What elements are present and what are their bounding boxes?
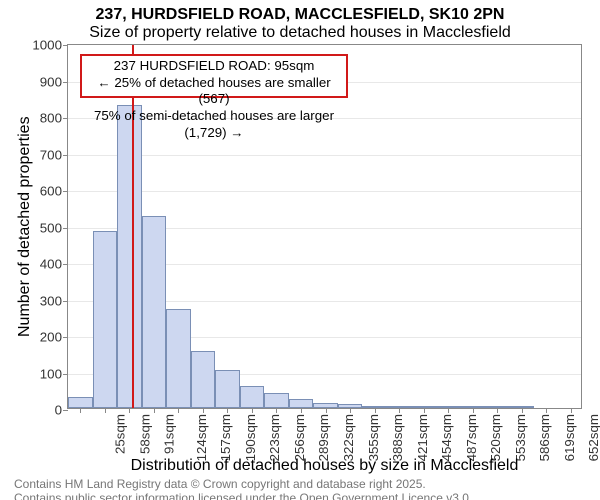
x-tick-label: 553sqm	[513, 414, 528, 461]
chart-title-line1: 237, HURDSFIELD ROAD, MACCLESFIELD, SK10…	[0, 6, 600, 24]
x-tick-mark	[497, 408, 498, 413]
y-tick-label: 500	[40, 220, 68, 235]
attribution-line1: Contains HM Land Registry data © Crown c…	[0, 477, 600, 491]
attribution-block: Contains HM Land Registry data © Crown c…	[0, 477, 600, 500]
x-tick-label: 355sqm	[365, 414, 380, 461]
y-tick-label: 600	[40, 184, 68, 199]
x-tick-mark	[546, 408, 547, 413]
marker-callout-box: 237 HURDSFIELD ROAD: 95sqm ← 25% of deta…	[80, 54, 348, 98]
x-tick-label: 454sqm	[439, 414, 454, 461]
x-tick-mark	[375, 408, 376, 413]
x-tick-mark	[276, 408, 277, 413]
x-tick-mark	[227, 408, 228, 413]
y-tick-label: 200	[40, 330, 68, 345]
grid-line	[68, 155, 581, 156]
y-axis-label: Number of detached properties	[16, 116, 34, 337]
histogram-bar	[215, 370, 240, 408]
x-tick-label: 256sqm	[292, 414, 307, 461]
callout-line2: ← 25% of detached houses are smaller (56…	[86, 75, 342, 108]
y-tick-label: 1000	[32, 38, 68, 53]
x-tick-mark	[424, 408, 425, 413]
x-tick-mark	[473, 408, 474, 413]
x-tick-mark	[448, 408, 449, 413]
histogram-bar	[264, 393, 289, 408]
x-tick-mark	[80, 408, 81, 413]
histogram-bar	[191, 351, 216, 408]
y-tick-label: 400	[40, 257, 68, 272]
x-axis-label: Distribution of detached houses by size …	[67, 457, 582, 475]
x-tick-mark	[129, 408, 130, 413]
x-tick-mark	[252, 408, 253, 413]
y-tick-label: 900	[40, 74, 68, 89]
x-tick-label: 652sqm	[586, 414, 600, 461]
x-tick-label: 322sqm	[341, 414, 356, 461]
x-tick-mark	[350, 408, 351, 413]
x-tick-mark	[326, 408, 327, 413]
attribution-line2: Contains public sector information licen…	[0, 491, 600, 500]
y-tick-label: 300	[40, 293, 68, 308]
histogram-bar	[142, 216, 167, 408]
x-tick-label: 289sqm	[316, 414, 331, 461]
x-tick-mark	[203, 408, 204, 413]
y-tick-label: 100	[40, 366, 68, 381]
x-tick-mark	[301, 408, 302, 413]
x-tick-label: 388sqm	[390, 414, 405, 461]
x-tick-label: 421sqm	[414, 414, 429, 461]
x-tick-mark	[105, 408, 106, 413]
chart-title-line2: Size of property relative to detached ho…	[0, 24, 600, 42]
x-tick-label: 91sqm	[162, 414, 177, 454]
x-tick-label: 58sqm	[137, 414, 152, 454]
x-tick-mark	[154, 408, 155, 413]
histogram-bar	[240, 386, 265, 408]
callout-line1: 237 HURDSFIELD ROAD: 95sqm	[86, 58, 342, 75]
grid-line	[68, 191, 581, 192]
histogram-bar	[289, 399, 314, 408]
x-tick-label: 586sqm	[537, 414, 552, 461]
histogram-bar	[93, 231, 118, 408]
x-tick-mark	[522, 408, 523, 413]
y-tick-label: 700	[40, 147, 68, 162]
x-tick-mark	[571, 408, 572, 413]
histogram-bar	[117, 105, 142, 408]
x-tick-mark	[399, 408, 400, 413]
x-tick-label: 619sqm	[562, 414, 577, 461]
x-tick-label: 25sqm	[113, 414, 128, 454]
x-tick-label: 157sqm	[218, 414, 233, 461]
x-tick-label: 124sqm	[194, 414, 209, 461]
histogram-bar	[166, 309, 191, 408]
callout-line3: 75% of semi-detached houses are larger (…	[86, 108, 342, 141]
x-tick-label: 223sqm	[267, 414, 282, 461]
histogram-bar	[68, 397, 93, 408]
x-tick-mark	[178, 408, 179, 413]
x-tick-label: 487sqm	[464, 414, 479, 461]
x-tick-label: 190sqm	[243, 414, 258, 461]
y-tick-label: 800	[40, 111, 68, 126]
y-tick-label: 0	[55, 403, 68, 418]
x-tick-label: 520sqm	[488, 414, 503, 461]
